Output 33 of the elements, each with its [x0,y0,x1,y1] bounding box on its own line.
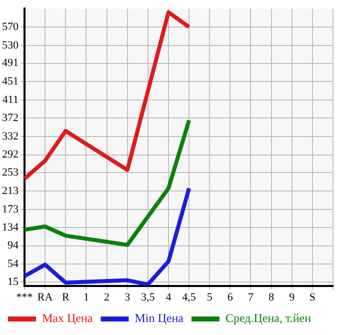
y-tick-label: 530 [2,39,19,52]
x-tick-label: 5 [206,291,213,304]
x-tick-label: 1 [83,291,89,304]
x-tick-label: 8 [268,291,275,304]
y-tick-label: 134 [2,221,19,234]
y-tick-label: 213 [2,184,19,197]
y-tick-label: 15 [8,276,19,288]
y-tick-label: 570 [2,20,19,33]
x-tick-label: R [62,291,70,304]
legend-label: Max Цена [42,311,94,326]
y-tick-label: 253 [2,166,19,179]
legend-label: Сред.Цена, т.йен [225,311,312,326]
x-tick-label: S [309,291,316,304]
y-tick-label: 173 [2,203,19,216]
y-tick-label: 94 [8,240,19,252]
legend-label: Min Цена [134,311,184,326]
y-tick-label: 491 [2,57,18,70]
x-tick-label: 3 [124,291,131,304]
x-tick-label: 7 [248,291,254,304]
x-tick-label: 9 [289,291,296,304]
y-tick-label: 292 [2,148,18,161]
x-tick-label: 6 [227,291,234,304]
x-tick-label: RA [37,291,53,304]
y-tick-label: 332 [2,130,18,142]
x-tick-label: *** [16,291,33,304]
x-tick-label: 4 [166,291,172,304]
x-tick-label: 4,5 [182,291,196,304]
y-tick-label: 54 [8,258,19,270]
y-tick-label: 451 [2,76,18,88]
y-tick-label: 411 [2,94,18,106]
y-tick-label: 372 [2,112,18,124]
x-tick-label: 3,5 [141,291,156,304]
x-tick-label: 2 [104,291,110,304]
